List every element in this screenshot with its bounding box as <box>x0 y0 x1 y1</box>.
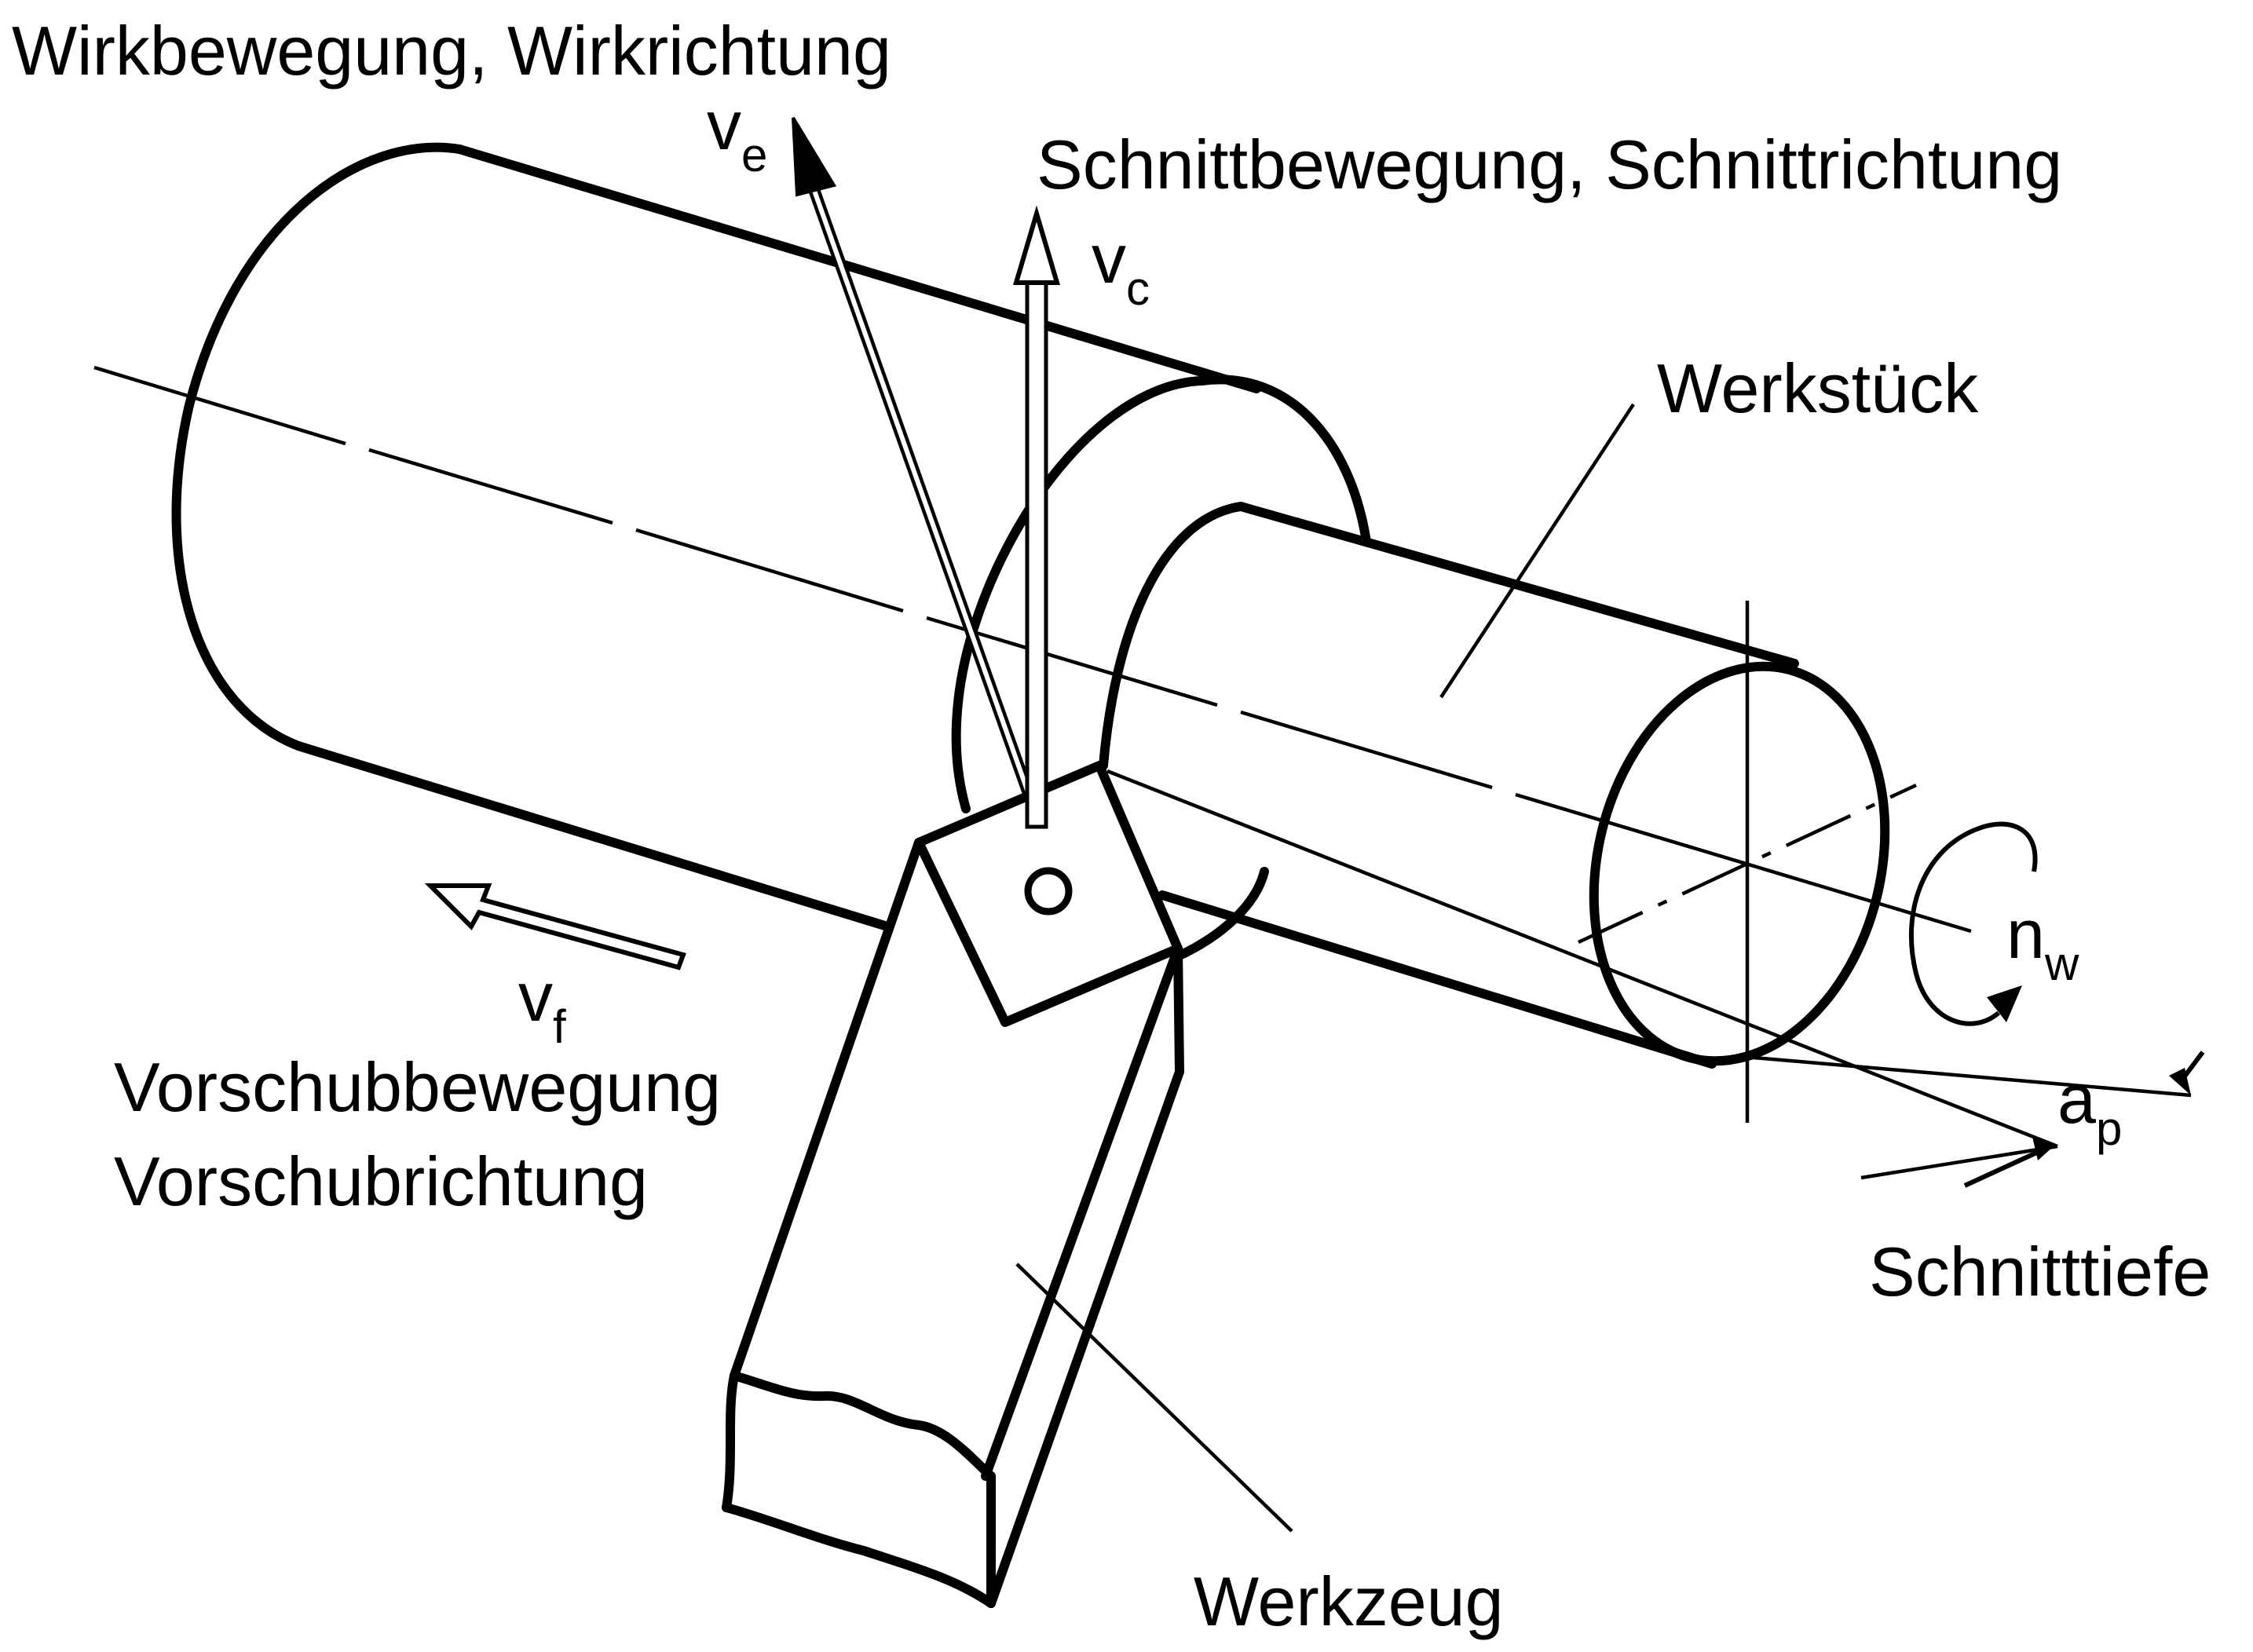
depth-arrow-lower-head <box>2032 1137 2054 1160</box>
workpiece-small-cylinder <box>1099 502 2058 1149</box>
axis-segment-3 <box>635 528 904 613</box>
symbol-ap: ap <box>2057 1060 2122 1155</box>
symbol-vf: vf <box>518 958 566 1053</box>
shoulder-face-left <box>951 376 1206 813</box>
label-schnittbewegung: Schnittbewegung, Schnittrichtung <box>1037 126 2062 203</box>
axis-segment-1 <box>93 365 346 446</box>
workpiece-large-cylinder <box>171 142 1371 961</box>
label-wirkbewegung: Wirkbewegung, Wirkrichtung <box>12 12 891 90</box>
depth-arrow-upper-head <box>2169 1068 2191 1095</box>
werkstueck-leader-line <box>1439 403 1635 699</box>
symbol-vc: vc <box>1092 220 1150 315</box>
effective-direction-arrow <box>792 116 1043 819</box>
end-face-diagonal-centerline <box>1578 783 1917 945</box>
feed-arrow <box>424 883 686 970</box>
cutting-direction-arrow <box>1012 205 1061 829</box>
tool-break-top <box>730 1371 996 1481</box>
tool <box>722 761 1184 1608</box>
depth-extension-line-bottom <box>1860 1144 2058 1180</box>
large-cylinder-left-face <box>171 142 464 751</box>
rotation-curve <box>1908 821 2038 1026</box>
small-cylinder-end-face <box>1589 661 1890 1066</box>
symbol-nw: nw <box>2006 895 2079 990</box>
small-cylinder-top-edge <box>1236 502 1799 668</box>
depth-of-cut-indicator <box>1735 1051 2205 1188</box>
tool-break-bottom <box>722 1503 996 1608</box>
depth-extension-line-top <box>1735 1054 2192 1098</box>
axis-segment-6 <box>1515 792 1972 934</box>
tool-shank-right-edge <box>986 1067 1184 1608</box>
cut-diameter-line <box>1106 769 2058 1149</box>
label-schnitttiefe: Schnitttiefe <box>1869 1233 2211 1310</box>
small-cylinder-bottom-edge <box>1158 890 1717 1069</box>
insert-clamp-screw <box>1024 867 1073 916</box>
symbol-ve: ve <box>707 86 767 181</box>
rotation-arrow-head <box>1987 985 2022 1022</box>
label-vorschubbewegung: Vorschubbewegung <box>114 1048 721 1126</box>
effective-arrow-head <box>792 116 837 197</box>
axis-segment-5 <box>1240 710 1493 790</box>
shoulder-face-top <box>1197 375 1371 546</box>
tool-shank-left-edge <box>730 838 924 1380</box>
depth-arrow-lower <box>1963 1148 2043 1188</box>
axis-lines <box>93 365 1972 1123</box>
large-cylinder-top-edge <box>455 144 1261 393</box>
werkzeug-leader-line <box>1015 1263 1293 1533</box>
tool-shank-front-edge <box>981 944 1183 1481</box>
label-werkstueck: Werkstück <box>1657 349 1979 427</box>
large-cylinder-bottom-edge <box>294 741 892 931</box>
rotation-arrow <box>1908 821 2038 1026</box>
cutting-arrow-head <box>1012 205 1061 285</box>
feed-direction-arrow <box>424 883 686 970</box>
label-vorschubrichtung: Vorschubrichtung <box>114 1142 648 1220</box>
small-cylinder-left-face <box>1099 502 1245 770</box>
tool-side-edge <box>1173 944 1184 1076</box>
label-werkzeug: Werkzeug <box>1194 1562 1504 1640</box>
axis-segment-2 <box>368 448 613 525</box>
tool-break-left <box>722 1371 739 1512</box>
